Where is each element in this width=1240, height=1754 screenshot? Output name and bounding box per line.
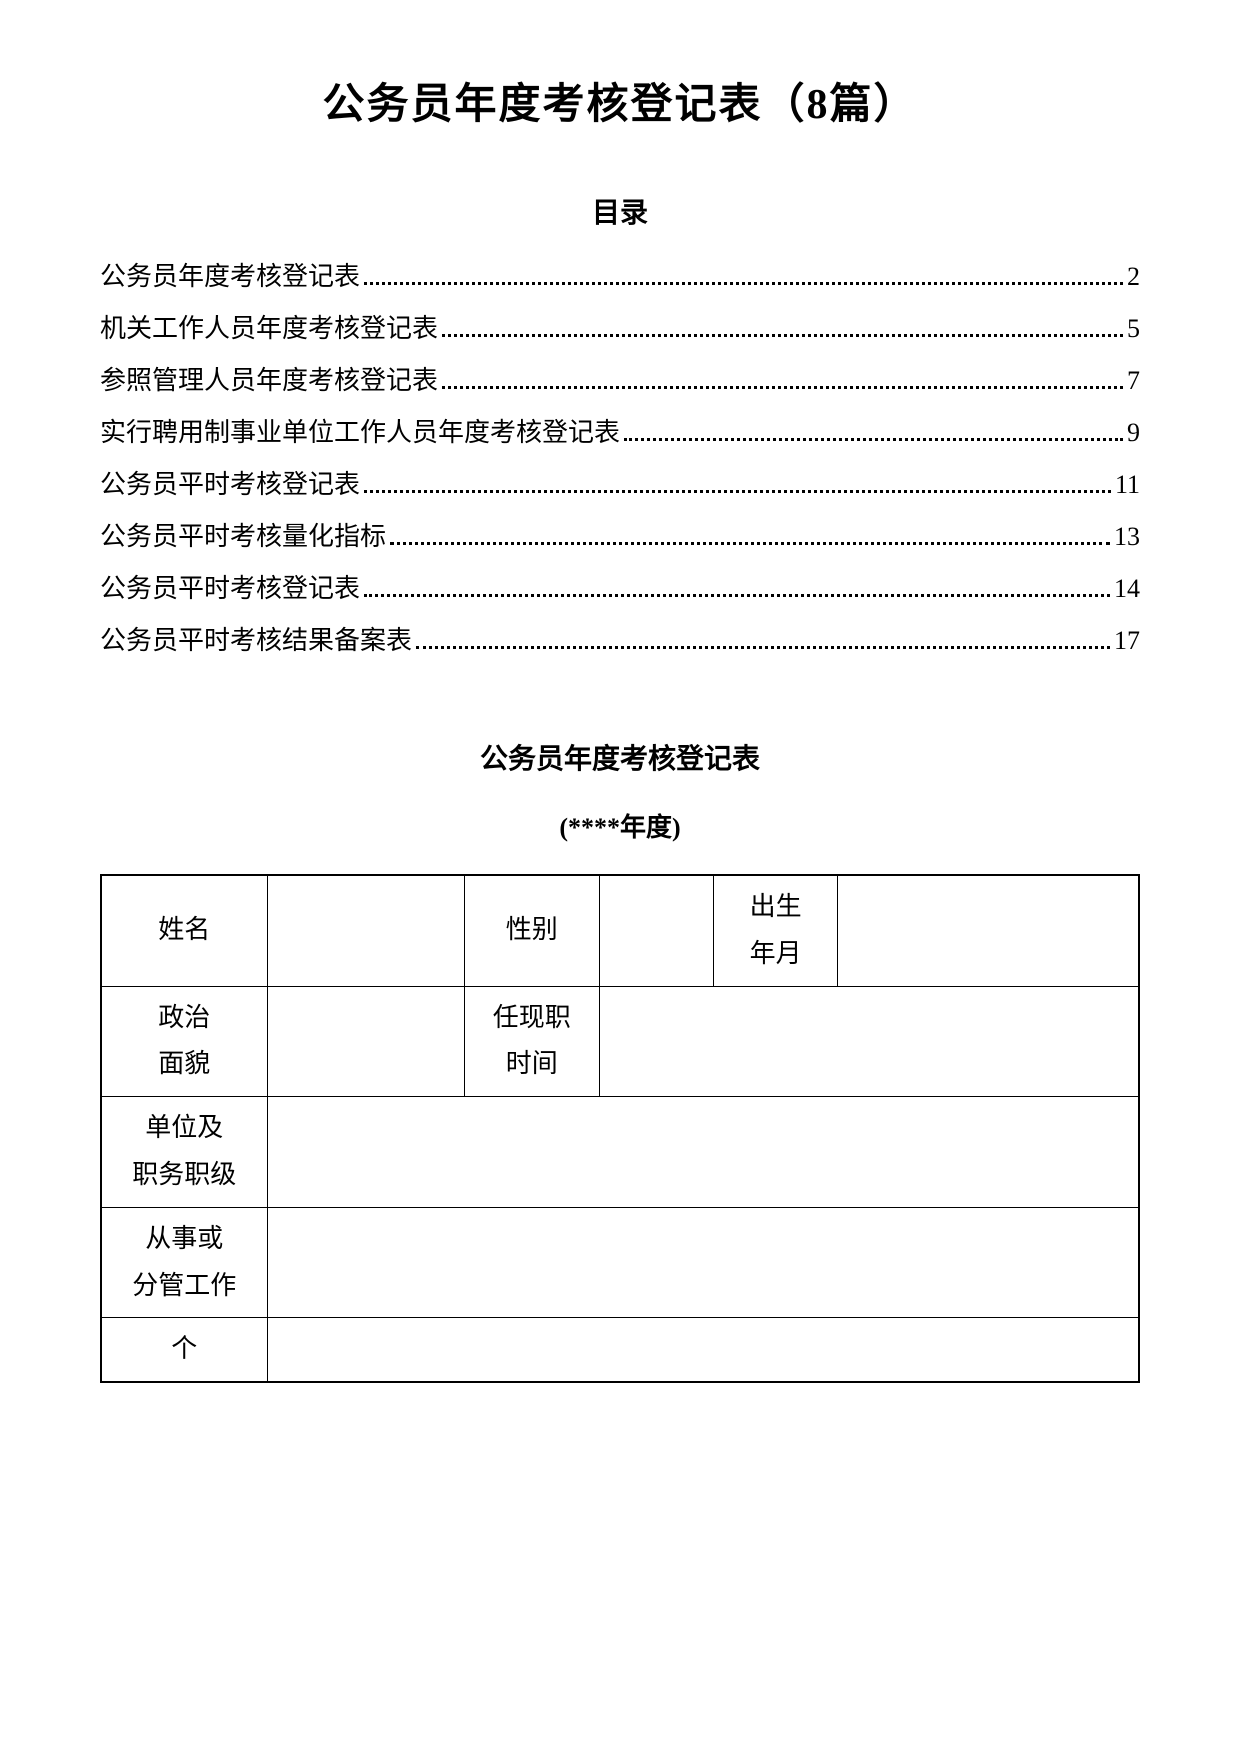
toc-label: 实行聘用制事业单位工作人员年度考核登记表: [100, 407, 620, 459]
unit-value-cell: [267, 1097, 1139, 1208]
table-row: 单位及职务职级: [101, 1097, 1139, 1208]
section-title: 公务员年度考核登记表: [100, 737, 1140, 777]
table-row: 从事或分管工作: [101, 1207, 1139, 1318]
toc-label: 公务员平时考核量化指标: [100, 511, 386, 563]
main-title: 公务员年度考核登记表（8篇）: [100, 70, 1140, 131]
gender-value-cell: [599, 875, 713, 986]
toc-label: 机关工作人员年度考核登记表: [100, 303, 438, 355]
toc-dots: [624, 438, 1123, 441]
toc-page: 9: [1127, 407, 1140, 459]
political-label-cell: 政治面貌: [101, 986, 267, 1097]
personal-value-cell: [267, 1318, 1139, 1382]
toc-label: 公务员年度考核登记表: [100, 251, 360, 303]
registration-form-table: 姓名 性别 出生年月 政治面貌 任现职时间 单位及职务职级 从事或分管工作 个: [100, 874, 1140, 1383]
toc-label: 参照管理人员年度考核登记表: [100, 355, 438, 407]
birth-value-cell: [838, 875, 1139, 986]
toc-dots: [364, 490, 1111, 493]
work-label-cell: 从事或分管工作: [101, 1207, 267, 1318]
position-time-label-cell: 任现职时间: [464, 986, 599, 1097]
toc-label: 公务员平时考核登记表: [100, 563, 360, 615]
toc-page: 7: [1127, 355, 1140, 407]
toc-page: 14: [1114, 563, 1140, 615]
toc-label: 公务员平时考核结果备案表: [100, 615, 412, 667]
birth-label-cell: 出生年月: [713, 875, 838, 986]
unit-label-cell: 单位及职务职级: [101, 1097, 267, 1208]
toc-dots: [442, 386, 1123, 389]
toc-dots: [442, 334, 1123, 337]
toc-dots: [416, 646, 1110, 649]
table-of-contents: 公务员年度考核登记表 2 机关工作人员年度考核登记表 5 参照管理人员年度考核登…: [100, 251, 1140, 667]
toc-dots: [390, 542, 1110, 545]
toc-label: 公务员平时考核登记表: [100, 459, 360, 511]
work-value-cell: [267, 1207, 1139, 1318]
name-value-cell: [267, 875, 464, 986]
name-label-cell: 姓名: [101, 875, 267, 986]
toc-item: 机关工作人员年度考核登记表 5: [100, 303, 1140, 355]
toc-item: 公务员平时考核量化指标 13: [100, 511, 1140, 563]
table-row: 姓名 性别 出生年月: [101, 875, 1139, 986]
toc-item: 公务员平时考核结果备案表 17: [100, 615, 1140, 667]
political-value-cell: [267, 986, 464, 1097]
table-row: 个: [101, 1318, 1139, 1382]
toc-item: 公务员平时考核登记表 14: [100, 563, 1140, 615]
toc-page: 5: [1127, 303, 1140, 355]
toc-item: 公务员平时考核登记表 11: [100, 459, 1140, 511]
toc-item: 参照管理人员年度考核登记表 7: [100, 355, 1140, 407]
gender-label-cell: 性别: [464, 875, 599, 986]
toc-title: 目录: [100, 191, 1140, 231]
toc-page: 17: [1114, 615, 1140, 667]
position-time-value-cell: [599, 986, 1139, 1097]
section-subtitle: (****年度): [100, 807, 1140, 844]
toc-dots: [364, 594, 1110, 597]
table-row: 政治面貌 任现职时间: [101, 986, 1139, 1097]
toc-page: 11: [1115, 459, 1140, 511]
toc-dots: [364, 282, 1123, 285]
toc-item: 公务员年度考核登记表 2: [100, 251, 1140, 303]
toc-page: 13: [1114, 511, 1140, 563]
toc-page: 2: [1127, 251, 1140, 303]
personal-label-cell: 个: [101, 1318, 267, 1382]
toc-item: 实行聘用制事业单位工作人员年度考核登记表 9: [100, 407, 1140, 459]
